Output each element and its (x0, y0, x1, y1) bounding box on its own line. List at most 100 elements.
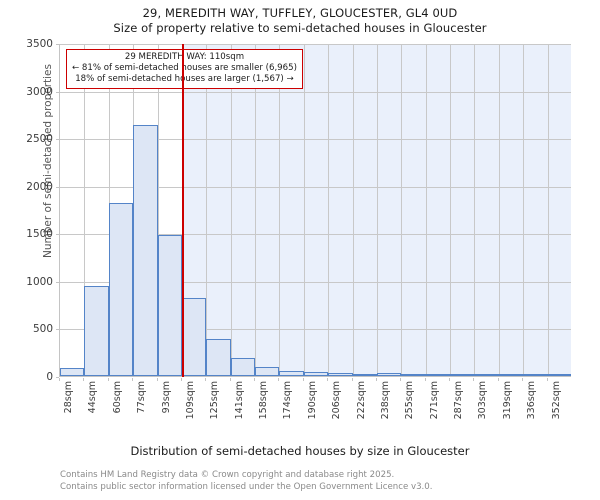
gridline-horizontal (60, 281, 571, 283)
x-tick-mark (302, 378, 304, 381)
x-tick-label: 222sqm (355, 381, 367, 420)
gridline-horizontal (60, 44, 571, 45)
gridline-horizontal (60, 186, 571, 188)
gridline-vertical (523, 44, 525, 376)
histogram-bar (498, 374, 524, 376)
y-tick-label: 500 (32, 323, 53, 336)
histogram-bar (352, 374, 377, 376)
x-tick-label: 158sqm (258, 381, 270, 420)
gridline-vertical (547, 44, 549, 376)
plot-area (59, 44, 571, 377)
gridline-vertical (303, 44, 305, 376)
x-tick-label: 44sqm (87, 381, 99, 414)
x-tick-label: 238sqm (379, 381, 391, 420)
x-tick-label: 93sqm (160, 381, 172, 414)
x-tick-mark (229, 378, 231, 381)
x-tick-mark (254, 378, 256, 381)
x-tick-label: 125sqm (209, 381, 221, 420)
footer-attribution: Contains HM Land Registry data © Crown c… (60, 470, 432, 494)
gridline-vertical (279, 44, 281, 376)
gridline-vertical (401, 44, 403, 376)
y-tick-mark (56, 377, 59, 378)
gridline-vertical (84, 44, 86, 376)
footer-line-1: Contains HM Land Registry data © Crown c… (60, 470, 395, 480)
x-tick-label: 255sqm (404, 381, 416, 420)
y-tick-mark (56, 186, 59, 188)
gridline-vertical (328, 44, 330, 376)
chart-title: 29, MEREDITH WAY, TUFFLEY, GLOUCESTER, G… (142, 6, 458, 20)
x-tick-mark (400, 378, 402, 381)
y-tick-label: 1000 (26, 275, 53, 288)
x-tick-label: 303sqm (477, 381, 489, 420)
y-tick-mark (56, 329, 59, 331)
gridline-vertical (425, 44, 427, 376)
property-annotation: 29 MEREDITH WAY: 110sqm ← 81% of semi-de… (66, 49, 303, 89)
x-tick-mark (473, 378, 475, 381)
histogram-bar (60, 367, 85, 376)
x-tick-mark (351, 378, 353, 381)
y-tick-mark (56, 139, 59, 141)
histogram-bar (401, 374, 426, 376)
x-tick-mark (59, 378, 60, 381)
histogram-bar (230, 358, 256, 376)
y-tick-label: 3500 (26, 38, 53, 50)
x-tick-label: 28sqm (63, 381, 74, 414)
x-tick-mark (497, 378, 499, 381)
gridline-vertical (206, 44, 208, 376)
x-tick-mark (278, 378, 280, 381)
y-tick-label: 2500 (26, 133, 53, 146)
x-tick-mark (424, 378, 426, 381)
x-tick-label: 141sqm (233, 381, 245, 420)
histogram-bar (474, 374, 499, 376)
histogram-bar (523, 374, 548, 376)
histogram-bar (328, 373, 353, 376)
histogram-bar (157, 234, 182, 376)
histogram-bar (181, 297, 207, 376)
gridline-vertical (230, 44, 232, 376)
x-tick-label: 77sqm (136, 381, 148, 414)
x-tick-mark (375, 378, 377, 381)
gridline-vertical (352, 44, 354, 376)
y-tick-label: 0 (46, 371, 53, 383)
x-tick-label: 60sqm (111, 381, 123, 414)
x-tick-mark (107, 378, 109, 381)
histogram-bar (376, 373, 402, 376)
x-tick-label: 287sqm (453, 381, 465, 420)
gridline-vertical (498, 44, 500, 376)
x-tick-label: 190sqm (306, 381, 318, 420)
annotation-larger: 18% of semi-detached houses are larger (… (75, 74, 294, 84)
y-tick-label: 1500 (26, 228, 53, 241)
annotation-title: 29 MEREDITH WAY: 110sqm (124, 52, 245, 62)
plot-inner (60, 44, 571, 376)
histogram-bar (279, 370, 304, 376)
y-tick-label: 3000 (26, 85, 53, 98)
gridline-vertical (450, 44, 452, 376)
histogram-bar (303, 372, 329, 376)
y-tick-mark (56, 234, 59, 236)
histogram-bar (84, 286, 109, 376)
histogram-bar (255, 366, 280, 376)
histogram-bar (133, 124, 158, 376)
x-tick-mark (449, 378, 451, 381)
y-tick-mark (56, 281, 59, 283)
gridline-horizontal (60, 139, 571, 141)
histogram-bar (108, 202, 134, 376)
x-tick-mark (327, 378, 329, 381)
footer-line-2: Contains public sector information licen… (60, 481, 433, 492)
x-tick-mark (156, 378, 158, 381)
x-tick-label: 271sqm (428, 381, 440, 420)
annotation-smaller: ← 81% of semi-detached houses are smalle… (72, 63, 297, 73)
y-tick-label: 2000 (26, 180, 53, 193)
x-tick-label: 206sqm (331, 381, 343, 420)
x-tick-mark (522, 378, 524, 381)
x-tick-label: 174sqm (282, 381, 294, 420)
x-tick-label: 109sqm (184, 381, 196, 420)
x-tick-mark (546, 378, 548, 381)
gridline-horizontal (60, 329, 571, 331)
gridline-horizontal (60, 234, 571, 236)
histogram-bar (547, 374, 571, 376)
x-tick-mark (205, 378, 207, 381)
x-tick-label: 319sqm (501, 381, 513, 420)
gridline-horizontal (60, 91, 571, 93)
